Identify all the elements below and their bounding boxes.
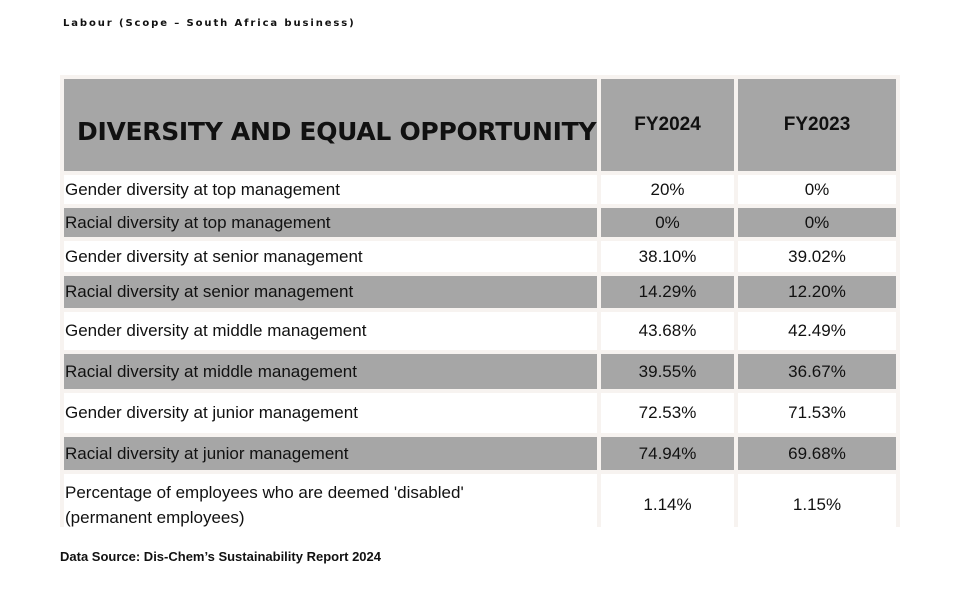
column-header-fy2024: FY2024 <box>601 79 734 171</box>
value-fy2023: 71.53% <box>738 393 896 433</box>
table-row: Racial diversity at senior management 14.… <box>64 276 896 308</box>
diversity-table: DIVERSITY AND EQUAL OPPORTUNITY FY2024 F… <box>60 75 900 540</box>
table-row: Gender diversity at junior management 72.… <box>64 393 896 433</box>
table-row: Gender diversity at middle management 43.… <box>64 312 896 350</box>
row-label: Racial diversity at junior management <box>64 437 597 470</box>
value-fy2024: 14.29% <box>601 276 734 308</box>
value-fy2023: 0% <box>738 208 896 237</box>
value-fy2024: 38.10% <box>601 241 734 272</box>
row-label: Gender diversity at senior management <box>64 241 597 272</box>
table-row: Gender diversity at top management 20% 0% <box>64 175 896 204</box>
value-fy2024: 20% <box>601 175 734 204</box>
table-title: DIVERSITY AND EQUAL OPPORTUNITY <box>64 79 597 171</box>
table-row: Racial diversity at middle management 39.… <box>64 354 896 389</box>
value-fy2024: 0% <box>601 208 734 237</box>
row-label: Racial diversity at top management <box>64 208 597 237</box>
value-fy2024: 72.53% <box>601 393 734 433</box>
value-fy2023: 12.20% <box>738 276 896 308</box>
data-source-note: Data Source: Dis-Chem’s Sustainability R… <box>60 549 382 564</box>
value-fy2023: 39.02% <box>738 241 896 272</box>
row-label: Gender diversity at top management <box>64 175 597 204</box>
value-fy2023: 0% <box>738 175 896 204</box>
value-fy2023: 42.49% <box>738 312 896 350</box>
table-row: Percentage of employees who are deemed '… <box>64 474 896 536</box>
value-fy2024: 43.68% <box>601 312 734 350</box>
diversity-table-container: DIVERSITY AND EQUAL OPPORTUNITY FY2024 F… <box>60 75 900 536</box>
table-row: Racial diversity at top management 0% 0% <box>64 208 896 237</box>
row-label: Racial diversity at senior management <box>64 276 597 308</box>
column-header-fy2023: FY2023 <box>738 79 896 171</box>
value-fy2023: 1.15% <box>738 474 896 536</box>
table-row: Gender diversity at senior management 38.… <box>64 241 896 272</box>
row-label: Gender diversity at junior management <box>64 393 597 433</box>
row-label: Racial diversity at middle management <box>64 354 597 389</box>
table-row: Racial diversity at junior management 74.… <box>64 437 896 470</box>
table-header-row: DIVERSITY AND EQUAL OPPORTUNITY FY2024 F… <box>64 79 896 171</box>
row-label: Gender diversity at middle management <box>64 312 597 350</box>
section-kicker: Labour (Scope – South Africa business) <box>63 18 356 29</box>
value-fy2024: 39.55% <box>601 354 734 389</box>
value-fy2023: 69.68% <box>738 437 896 470</box>
row-label: Percentage of employees who are deemed '… <box>64 474 597 536</box>
value-fy2024: 1.14% <box>601 474 734 536</box>
value-fy2023: 36.67% <box>738 354 896 389</box>
value-fy2024: 74.94% <box>601 437 734 470</box>
